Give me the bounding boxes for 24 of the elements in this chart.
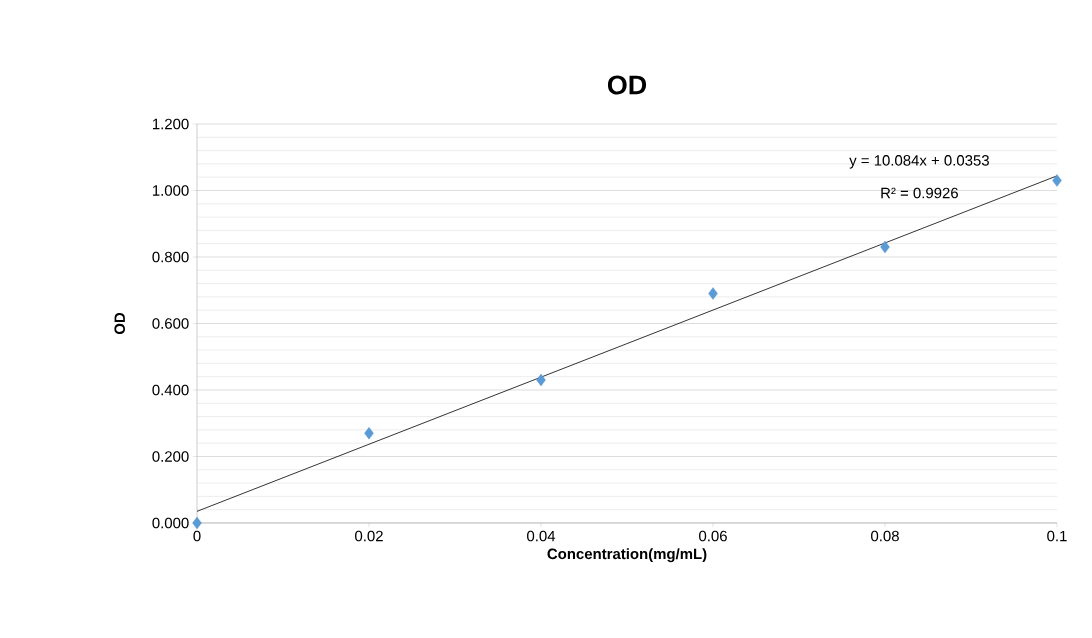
point	[364, 427, 374, 440]
point	[192, 516, 202, 530]
x-tick-label: 0.08	[871, 530, 899, 542]
y-tick-label: 1.000	[152, 185, 189, 196]
y-tick-label: 0.400	[152, 384, 189, 396]
x-tick-label: 0.02	[355, 530, 383, 542]
y-tick-label: 0.000	[152, 517, 189, 529]
y-tick-label: 0.600	[152, 318, 189, 329]
chart-title: OD	[607, 75, 647, 95]
annotation: y = 10.084x + 0.0353	[849, 155, 989, 169]
y-tick-label: 1.200	[152, 118, 189, 130]
annotation: R² = 0.9926	[881, 187, 958, 199]
y-axis-title: OD	[114, 312, 125, 335]
point	[1052, 174, 1062, 187]
x-tick-label: 0.1	[1047, 530, 1067, 542]
y-tick-label: 0.200	[152, 451, 189, 462]
point	[536, 373, 546, 387]
x-tick-label: 0	[193, 530, 201, 542]
y-tick-label: 0.800	[152, 251, 189, 263]
x-axis-title: Concentration(mg/mL)	[547, 548, 707, 563]
x-tick-label: 0.04	[527, 530, 556, 542]
x-tick-label: 0.06	[699, 530, 727, 542]
point	[708, 287, 718, 300]
point	[880, 240, 890, 254]
